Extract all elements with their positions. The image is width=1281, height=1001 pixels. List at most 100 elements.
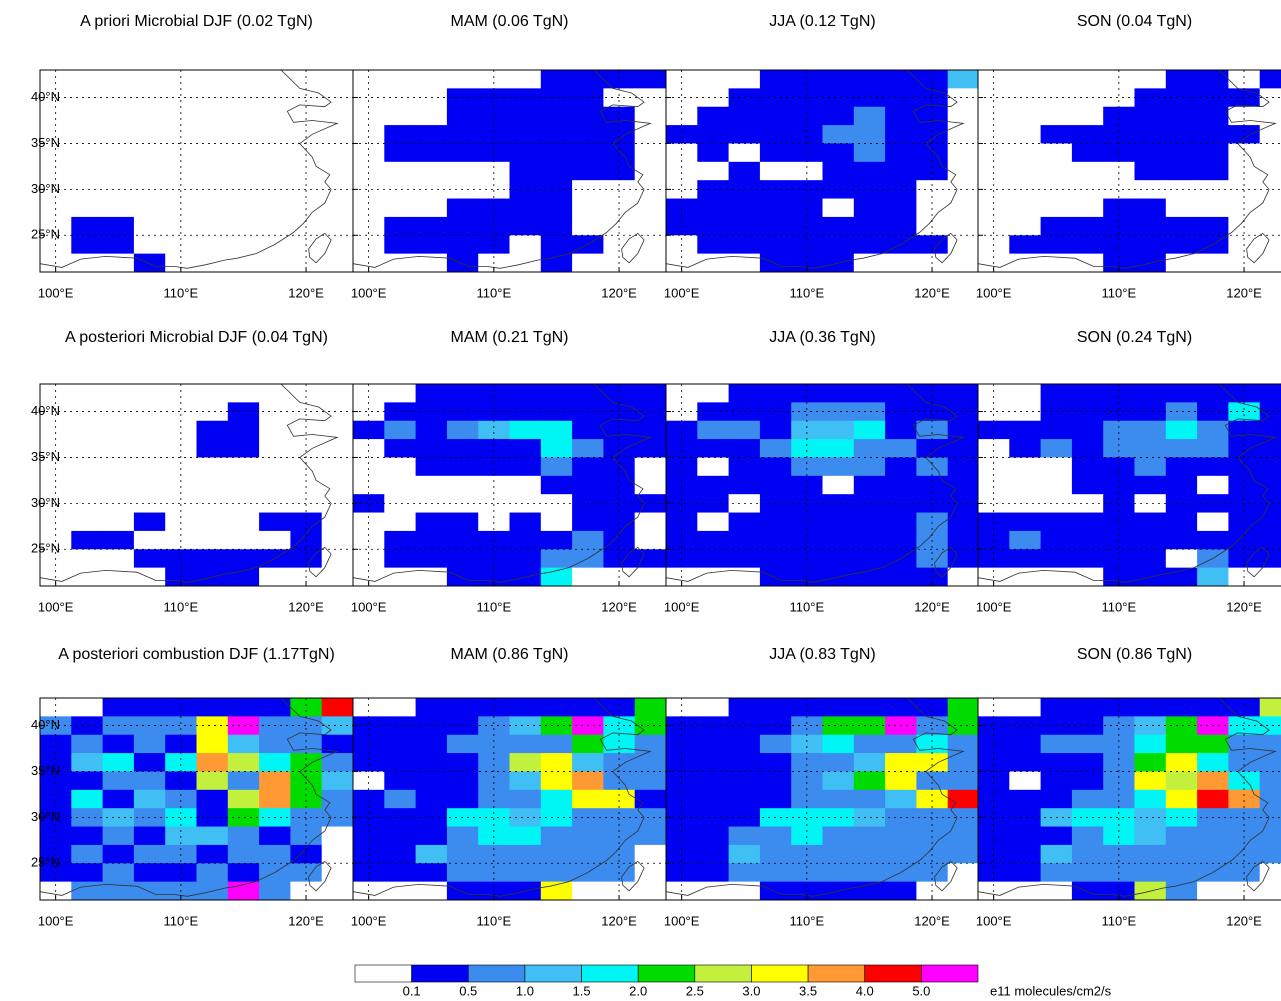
grid-cell <box>791 457 823 477</box>
grid-cell <box>165 512 197 532</box>
x-tick-label: 120°E <box>1226 913 1262 928</box>
grid-cell <box>353 125 385 144</box>
x-tick-label: 120°E <box>914 913 950 928</box>
grid-cell <box>822 475 855 495</box>
grid-cell <box>666 771 698 791</box>
grid-cell <box>446 789 479 809</box>
grid-cell <box>603 808 636 828</box>
grid-cell <box>227 235 260 255</box>
grid-cell <box>227 549 260 569</box>
grid-cell <box>71 771 104 791</box>
grid-cell <box>947 494 979 514</box>
grid-cell <box>853 70 886 89</box>
grid-cell <box>634 235 666 255</box>
grid-cell <box>822 384 855 403</box>
grid-cell <box>1040 771 1073 791</box>
grid-cell <box>509 734 542 754</box>
grid-cell <box>1071 420 1104 440</box>
grid-cell <box>634 512 666 532</box>
grid-cell <box>634 826 666 846</box>
grid-cell <box>791 180 823 200</box>
grid-cell <box>697 457 730 477</box>
grid-cell <box>916 180 949 200</box>
grid-cell <box>1259 384 1281 403</box>
grid-cell <box>1040 753 1073 772</box>
grid-cell <box>259 826 291 846</box>
grid-cell <box>1197 512 1229 532</box>
grid-cell <box>1197 844 1229 864</box>
grid-cell <box>1103 106 1135 126</box>
grid-cell <box>1259 881 1281 900</box>
grid-cell <box>133 106 166 126</box>
grid-cell <box>227 716 260 736</box>
grid-cell <box>1228 439 1261 458</box>
grid-cell <box>259 789 291 809</box>
grid-cell <box>71 734 104 754</box>
grid-cell <box>791 475 823 495</box>
grid-cell <box>290 106 323 126</box>
grid-cell <box>978 512 1010 532</box>
grid-cell <box>572 771 604 791</box>
grid-cell <box>165 70 197 89</box>
grid-cell <box>415 844 448 864</box>
grid-cell <box>572 789 604 809</box>
grid-cell <box>446 161 479 181</box>
grid-cell <box>102 70 135 89</box>
grid-cell <box>1103 475 1135 495</box>
grid-cell <box>196 161 229 181</box>
grid-cell <box>947 180 979 200</box>
grid-cell <box>1197 567 1229 586</box>
grid-cell <box>133 753 166 772</box>
grid-cell <box>227 161 260 181</box>
coastline <box>666 384 965 583</box>
grid-cell <box>1228 70 1261 89</box>
grid-cell <box>666 734 698 754</box>
grid-cell <box>572 143 604 163</box>
grid-cell <box>446 475 479 495</box>
grid-cell <box>71 789 104 809</box>
coastline <box>621 233 645 264</box>
grid-cell <box>321 826 353 846</box>
grid-cell <box>290 402 323 422</box>
grid-cell <box>1040 567 1073 586</box>
grid-cell <box>728 161 761 181</box>
grid-cell <box>666 753 698 772</box>
grid-cell <box>1009 863 1042 883</box>
grid-cell <box>40 771 72 791</box>
grid-cell <box>634 567 666 586</box>
grid-cell <box>321 106 353 126</box>
grid-cell <box>1228 789 1261 809</box>
grid-cell <box>1040 253 1073 272</box>
grid-cell <box>1134 235 1167 255</box>
grid-cell <box>415 771 448 791</box>
grid-cell <box>1040 826 1073 846</box>
grid-cell <box>165 789 197 809</box>
coastline <box>1246 233 1270 264</box>
grid-cell <box>259 253 291 272</box>
grid-cell <box>478 734 510 754</box>
grid-cell <box>1197 475 1229 495</box>
colorbar-label: 1.5 <box>573 983 591 998</box>
grid-cell <box>1197 198 1229 218</box>
grid-cell <box>1259 494 1281 514</box>
coastline <box>621 547 645 578</box>
grid-cell <box>133 420 166 440</box>
grid-cell <box>853 402 886 422</box>
grid-cell <box>947 475 979 495</box>
grid-cell <box>1259 567 1281 586</box>
grid-cell <box>791 70 823 89</box>
grid-cell <box>697 863 730 883</box>
grid-cell <box>102 549 135 569</box>
grid-cell <box>634 716 666 736</box>
grid-cell <box>1197 457 1229 477</box>
grid-cell <box>572 457 604 477</box>
coastline <box>978 698 1277 897</box>
grid-cell <box>1197 439 1229 458</box>
grid-cell <box>822 125 855 144</box>
grid-cell <box>1134 844 1167 864</box>
grid-cell <box>916 753 949 772</box>
colorbar-box <box>581 964 639 983</box>
grid-cell <box>728 753 761 772</box>
colorbar-box <box>807 964 866 983</box>
grid-cell <box>603 88 636 108</box>
